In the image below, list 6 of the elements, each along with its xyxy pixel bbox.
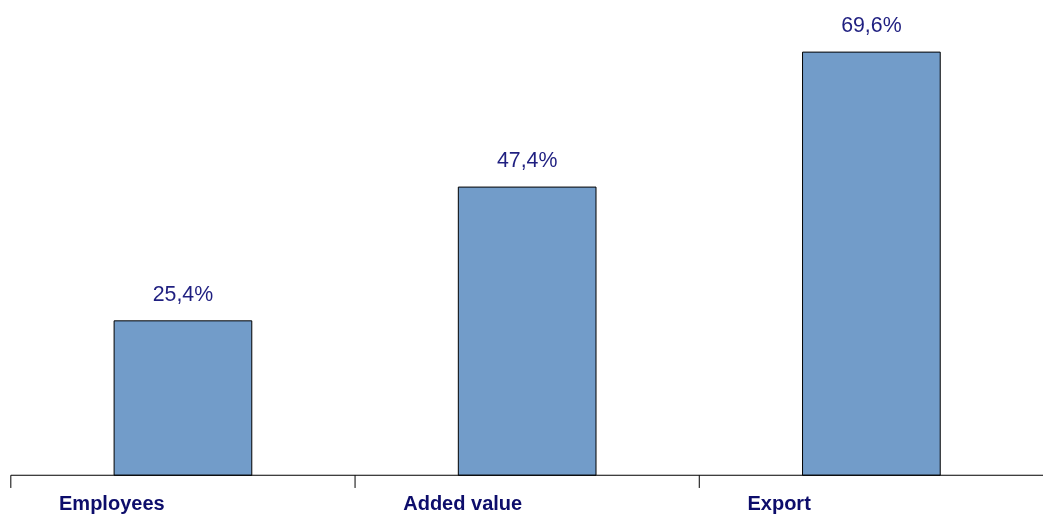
x-tick-label: Employees [59, 491, 165, 514]
data-label: 47,4% [496, 148, 558, 173]
x-tick-label: Added value [403, 491, 523, 514]
data-label: 25,4% [152, 282, 214, 307]
data-label: 69,6% [841, 13, 902, 38]
x-tick-label: Export [747, 491, 812, 514]
